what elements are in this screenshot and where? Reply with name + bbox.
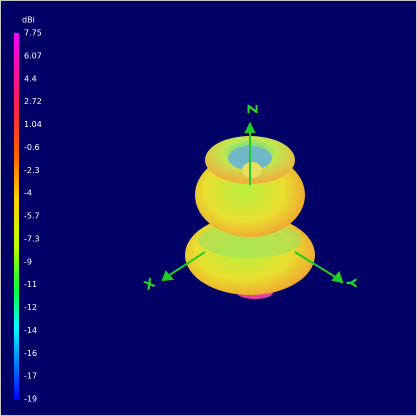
colorbar-label: -9 [24, 257, 32, 266]
colorbar-label: 4.4 [24, 74, 37, 83]
colorbar-label: -16 [24, 349, 37, 358]
z-axis-label: Z [244, 104, 259, 113]
colorbar-label: 6.07 [24, 51, 42, 60]
colorbar-label: -2.3 [24, 166, 40, 175]
colorbar-label: -0.6 [24, 143, 40, 152]
colorbar-label: -14 [24, 326, 37, 335]
colorbar-label: -7.3 [24, 234, 40, 243]
colorbar-label: -17 [24, 372, 37, 381]
colorbar-label: -11 [24, 280, 37, 289]
colorbar-label: -12 [24, 303, 37, 312]
colorbar-label: -5.7 [24, 212, 40, 221]
colorbar-label: 7.75 [24, 29, 42, 38]
colorbar-label: -19 [24, 395, 37, 404]
axes [161, 121, 344, 284]
colorbar-label: -4 [24, 189, 32, 198]
colorbar-label: 1.04 [24, 120, 42, 129]
colorbar-unit: dBi [22, 16, 35, 25]
colorbar [14, 33, 19, 400]
colorbar-label: 2.72 [24, 97, 42, 106]
y-axis-label: Y [343, 277, 358, 288]
